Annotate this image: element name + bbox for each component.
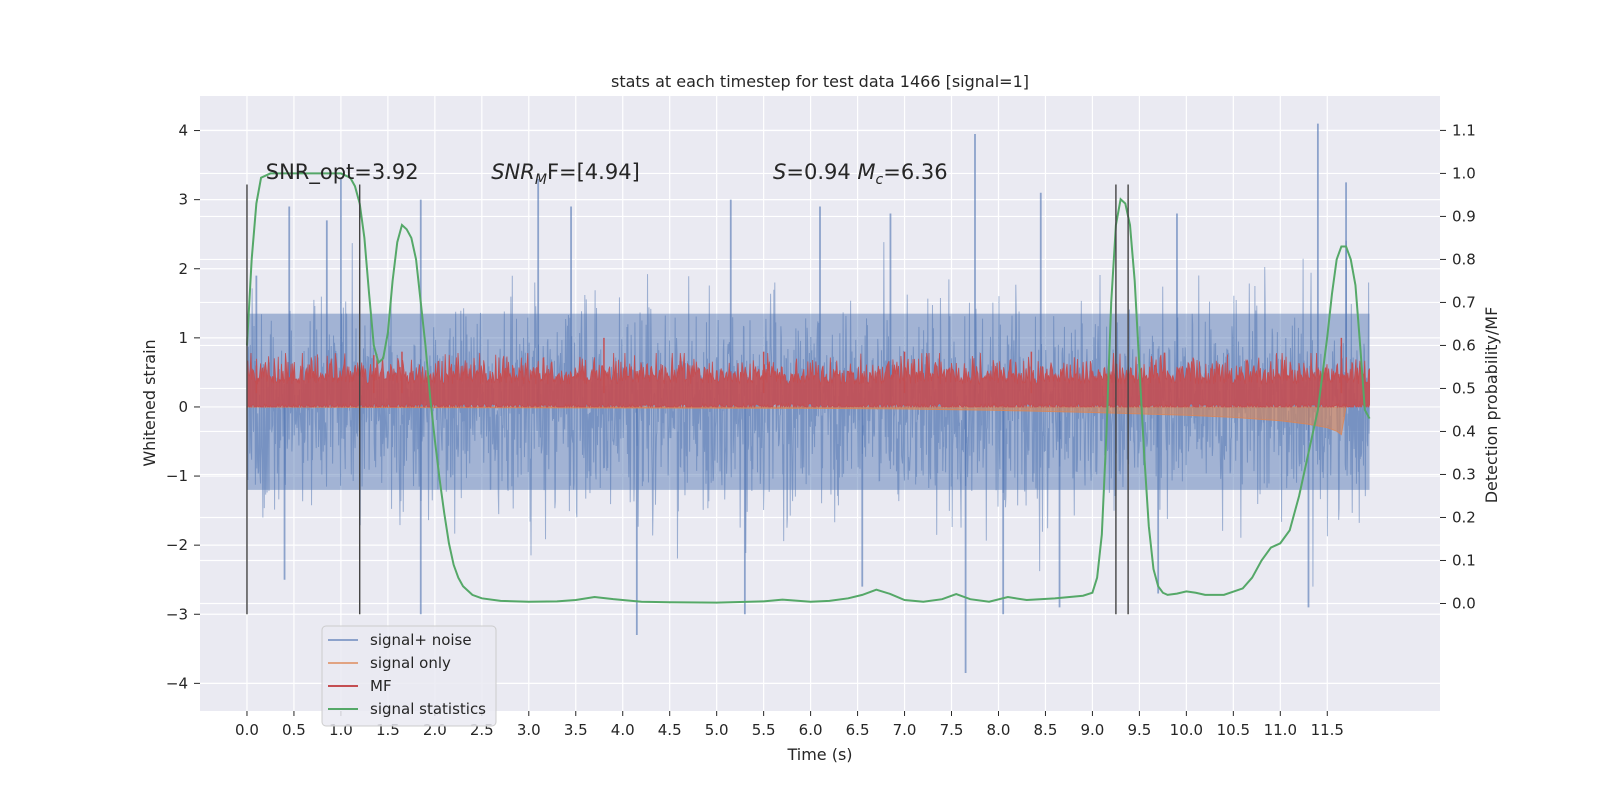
- x-tick-label: 9.5: [1127, 721, 1151, 739]
- x-tick-label: 8.0: [987, 721, 1011, 739]
- x-tick-label: 3.0: [517, 721, 541, 739]
- legend-label: signal+ noise: [370, 631, 472, 649]
- y2-tick-label: 0.0: [1452, 594, 1476, 612]
- y-tick-label: −3: [166, 605, 188, 623]
- legend-box: [321, 625, 497, 727]
- x-tick-label: 4.5: [658, 721, 682, 739]
- annotations: SNR_opt=3.92 SNRMF=[4.94] S=0.94 Mc=6.36: [266, 160, 948, 188]
- y2-tick-label: 0.6: [1452, 336, 1476, 354]
- series-signal-statistics: [245, 172, 1371, 604]
- mf-band: [246, 352, 1370, 409]
- x-tick-label: 8.5: [1034, 721, 1058, 739]
- x-tick-label: 4.0: [611, 721, 635, 739]
- y-tick-label: −2: [166, 536, 188, 554]
- y2-tick-label: 0.1: [1452, 551, 1476, 569]
- series-layer: [245, 123, 1371, 673]
- annotation-snr-opt: SNR_opt=3.92: [266, 160, 419, 185]
- y2-tick-label: 0.9: [1452, 207, 1476, 225]
- x-axis-label: Time (s): [786, 745, 852, 764]
- x-tick-label: 10.5: [1217, 721, 1250, 739]
- x-tick-label: 5.5: [752, 721, 776, 739]
- x-tick-label: 11.5: [1311, 721, 1344, 739]
- x-tick-label: 9.0: [1080, 721, 1104, 739]
- legend: signal+ noise signal only MF signal statist…: [321, 625, 497, 727]
- legend-label: signal only: [370, 654, 451, 672]
- y-tick-label: −4: [166, 674, 188, 692]
- y-tick-label: −1: [166, 467, 188, 485]
- y-axis-label: Whitened strain: [140, 339, 159, 466]
- y-tick-label: 2: [178, 260, 188, 278]
- x-tick-label: 10.0: [1170, 721, 1203, 739]
- x-tick-label: 7.5: [940, 721, 964, 739]
- y2-tick-label: 0.4: [1452, 422, 1476, 440]
- series-mf: [246, 337, 1370, 409]
- y2-axis-label: Detection probability/MF: [1482, 307, 1501, 504]
- chart-title: stats at each timestep for test data 146…: [611, 72, 1029, 91]
- series-signal-only: [246, 406, 1347, 436]
- y-tick-label: 0: [178, 398, 188, 416]
- legend-label: MF: [370, 677, 392, 695]
- y2-tick-label: 1.0: [1452, 164, 1476, 182]
- y-tick-label: 3: [178, 191, 188, 209]
- y2-tick-label: 1.1: [1452, 121, 1476, 139]
- y2-tick-label: 0.7: [1452, 293, 1476, 311]
- x-tick-label: 0.0: [235, 721, 259, 739]
- y2-tick-label: 0.2: [1452, 508, 1476, 526]
- x-tick-label: 11.0: [1264, 721, 1297, 739]
- y-tick-label: 4: [178, 122, 188, 140]
- x-tick-label: 7.0: [893, 721, 917, 739]
- x-tick-label: 3.5: [564, 721, 588, 739]
- annotation-s-mc: S=0.94 Mc=6.36: [773, 160, 948, 188]
- y2-tick-label: 0.3: [1452, 465, 1476, 483]
- x-tick-label: 6.0: [799, 721, 823, 739]
- x-tick-label: 5.0: [705, 721, 729, 739]
- y-tick-label: 1: [178, 329, 188, 347]
- y2-tick-label: 0.8: [1452, 250, 1476, 268]
- annotation-snr-mf: SNRMF=[4.94]: [491, 160, 640, 188]
- vertical-markers: [246, 184, 1129, 615]
- legend-label: signal statistics: [370, 700, 486, 718]
- y2-tick-label: 0.5: [1452, 379, 1476, 397]
- x-tick-label: 0.5: [282, 721, 306, 739]
- x-tick-label: 6.5: [846, 721, 870, 739]
